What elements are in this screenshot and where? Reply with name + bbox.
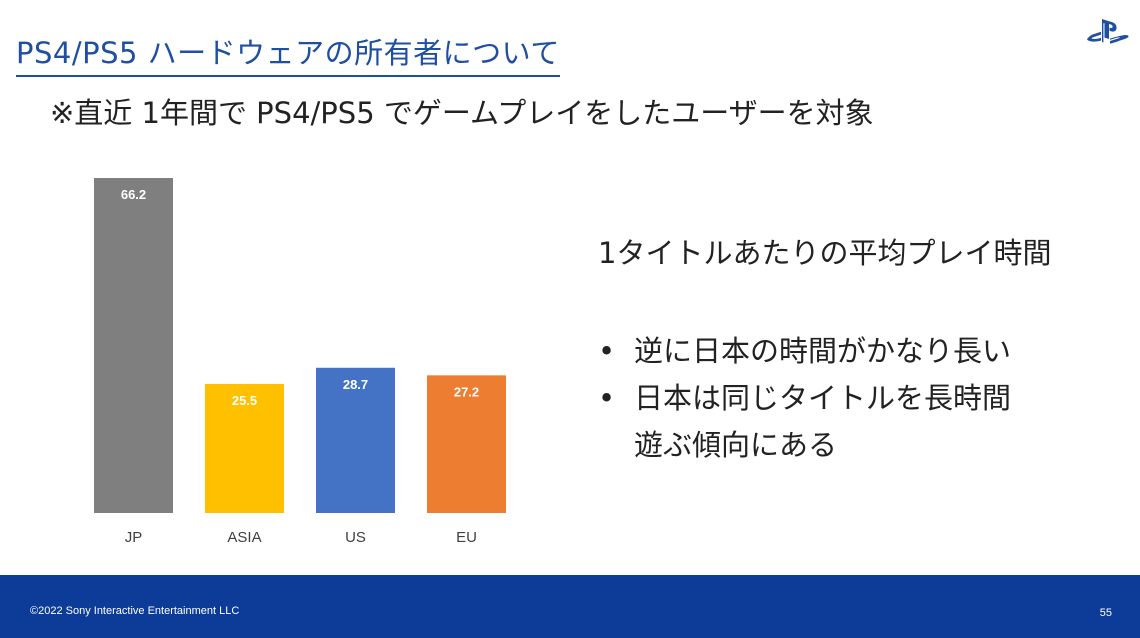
bullet-dot: • [598,381,616,415]
bullet-dot: • [598,334,616,368]
bar-asia [205,383,284,513]
x-tick-label-us: US [345,529,366,546]
data-label-asia: 25.5 [232,393,257,408]
bullet-item: • 逆に日本の時間がかなり長い [598,328,1011,375]
bullet-text: 逆に日本の時間がかなり長い [634,334,1012,368]
right-panel-heading: 1タイトルあたりの平均プレイ時間 [598,236,1052,270]
bullet-item: • 日本は同じタイトルを長時間 [598,375,1011,422]
bar-chart: 66.2 JP 25.5 ASIA 28.7 US 27.2 EU [94,178,506,546]
x-tick-label-jp: JP [125,529,143,546]
bullet-text-continued: 遊ぶ傾向にある [634,428,838,462]
x-tick-label-eu: EU [456,529,477,546]
data-label-jp: 66.2 [121,187,146,202]
x-tick-label-asia: ASIA [227,529,261,546]
bar-jp [94,178,173,513]
data-label-us: 28.7 [343,377,368,392]
bullet-list: • 逆に日本の時間がかなり長い • 日本は同じタイトルを長時間 遊ぶ傾向にある [598,328,1011,469]
bar-eu [427,375,506,513]
page-subtitle: ※直近 1年間で PS4/PS5 でゲームプレイをしたユーザーを対象 [50,96,874,130]
playstation-logo-icon [1087,19,1129,44]
page-number: 55 [1099,607,1112,619]
bar-us [316,367,395,513]
footer-bar: ©2022 Sony Interactive Entertainment LLC… [0,575,1140,638]
data-label-eu: 27.2 [454,384,479,399]
page-title: PS4/PS5 ハードウェアの所有者について [16,30,560,77]
bullet-text: 日本は同じタイトルを長時間 [634,381,1012,415]
copyright-text: ©2022 Sony Interactive Entertainment LLC [30,605,240,617]
